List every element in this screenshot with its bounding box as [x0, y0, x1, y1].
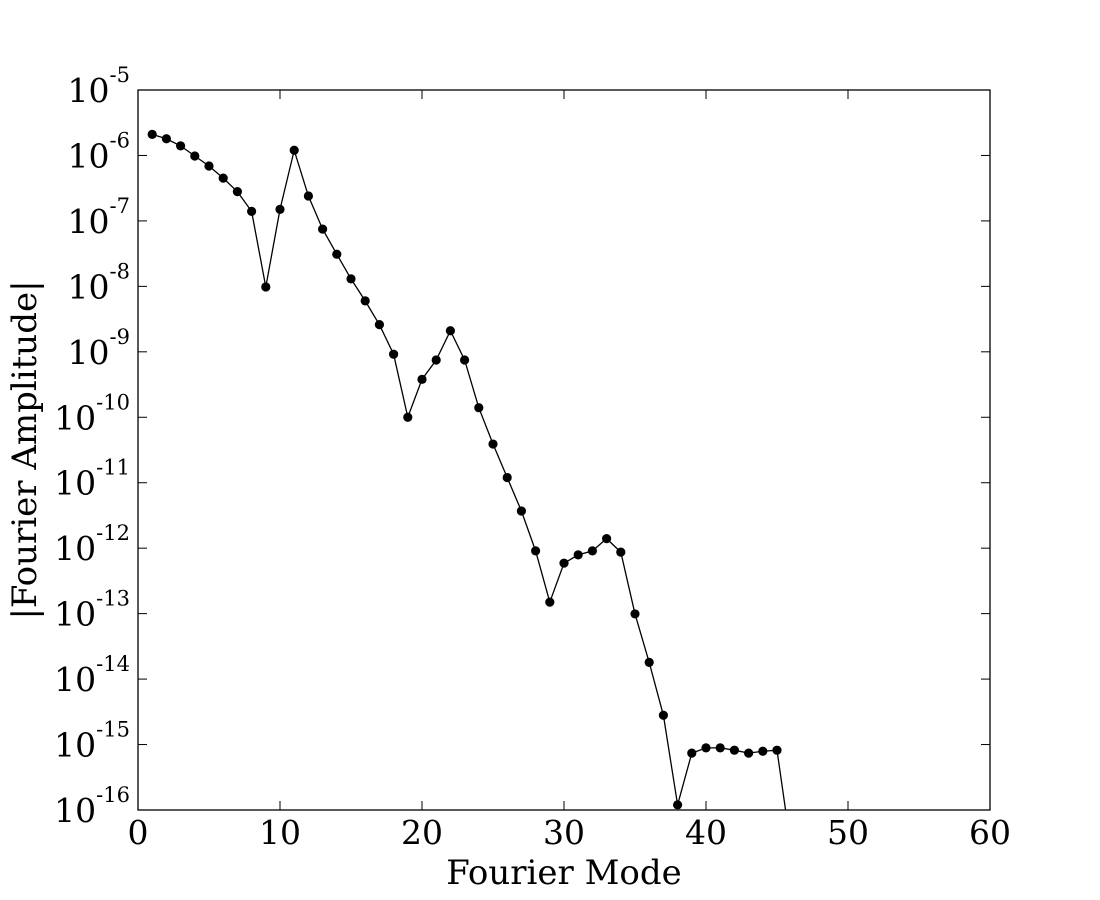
- data-point: [389, 349, 399, 359]
- data-point: [531, 546, 541, 556]
- data-point: [587, 546, 598, 556]
- x-tick-label: 10: [259, 813, 301, 852]
- data-point: [758, 746, 768, 756]
- data-point: [147, 129, 157, 139]
- x-axis-label: Fourier Mode: [446, 853, 682, 893]
- tick-base: 10: [54, 791, 96, 830]
- data-point: [460, 355, 470, 365]
- x-tick-label: 20: [401, 813, 443, 852]
- y-tick-label: 10-13: [54, 587, 130, 634]
- x-tick-label: 0: [128, 813, 149, 852]
- data-point: [303, 191, 313, 201]
- data-point: [176, 141, 186, 151]
- data-point: [559, 558, 569, 568]
- x-tick-label: 50: [827, 813, 869, 852]
- data-point: [289, 145, 299, 155]
- data-point: [616, 547, 626, 557]
- data-point: [687, 748, 697, 758]
- data-point: [417, 374, 427, 384]
- y-axis-label: |Fourier Amplitude|: [5, 280, 45, 619]
- series-line: [152, 133, 787, 810]
- tick-base: 10: [54, 595, 96, 634]
- y-tick-label: 10-6: [68, 128, 130, 175]
- data-point: [488, 439, 498, 449]
- data-point: [673, 800, 683, 810]
- tick-exponent: -12: [96, 521, 130, 545]
- tick-exponent: -14: [96, 652, 130, 676]
- tick-exponent: -9: [110, 325, 130, 349]
- plot-frame: [137, 89, 991, 811]
- data-point: [360, 296, 370, 306]
- data-point: [318, 224, 328, 234]
- tick-exponent: -16: [96, 783, 130, 807]
- data-point: [715, 743, 725, 753]
- data-point: [502, 472, 512, 483]
- data-point: [729, 745, 740, 755]
- data-point: [445, 326, 455, 336]
- tick-base: 10: [68, 267, 110, 306]
- data-point: [787, 845, 796, 854]
- data-point: [261, 282, 271, 292]
- tick-base: 10: [68, 136, 110, 175]
- plot-area: [147, 129, 796, 854]
- data-point: [516, 506, 527, 516]
- data-point: [374, 320, 384, 330]
- tick-base: 10: [54, 464, 96, 503]
- tick-exponent: -15: [96, 718, 130, 742]
- y-tick-label: 10-16: [54, 783, 130, 830]
- tick-base: 10: [68, 202, 110, 241]
- y-tick-label: 10-11: [54, 456, 130, 503]
- tick-exponent: -6: [110, 128, 130, 152]
- data-point: [573, 550, 583, 560]
- tick-exponent: -5: [110, 63, 130, 87]
- data-point: [701, 743, 711, 753]
- tick-base: 10: [54, 398, 96, 437]
- data-point: [658, 710, 669, 720]
- tick-base: 10: [54, 726, 96, 765]
- tick-exponent: -10: [96, 390, 130, 414]
- data-point: [602, 534, 612, 544]
- y-tick-label: 10-9: [68, 325, 130, 372]
- y-tick-label: 10-5: [68, 63, 130, 110]
- tick-exponent: -11: [96, 456, 130, 480]
- y-tick-label: 10-14: [54, 652, 130, 699]
- data-point: [630, 609, 640, 619]
- data-point: [772, 745, 782, 755]
- tick-base: 10: [68, 71, 110, 110]
- data-point: [332, 249, 342, 259]
- y-tick-label: 10-15: [54, 718, 130, 765]
- data-point: [431, 355, 441, 365]
- data-point: [161, 134, 171, 144]
- data-point: [403, 412, 413, 422]
- tick-exponent: -8: [110, 259, 130, 283]
- data-point: [644, 657, 654, 667]
- tick-exponent: -13: [96, 587, 130, 611]
- data-point: [218, 173, 228, 183]
- data-point: [247, 206, 257, 216]
- y-tick-label: 10-12: [54, 521, 130, 568]
- tick-exponent: -7: [110, 194, 130, 218]
- y-tick-label: 10-10: [54, 390, 130, 437]
- data-point: [204, 161, 214, 171]
- data-point: [346, 274, 356, 284]
- y-tick-label: 10-7: [68, 194, 130, 241]
- y-tick-label: 10-8: [68, 259, 130, 306]
- data-point: [190, 151, 200, 161]
- tick-base: 10: [54, 660, 96, 699]
- tick-base: 10: [68, 333, 110, 372]
- x-tick-label: 30: [543, 813, 585, 852]
- tick-base: 10: [54, 529, 96, 568]
- data-point: [275, 204, 285, 214]
- data-point: [744, 748, 754, 758]
- x-tick-label: 60: [969, 813, 1011, 852]
- data-point: [232, 187, 242, 197]
- x-tick-label: 40: [685, 813, 727, 852]
- data-point: [545, 597, 555, 607]
- data-point: [474, 403, 484, 413]
